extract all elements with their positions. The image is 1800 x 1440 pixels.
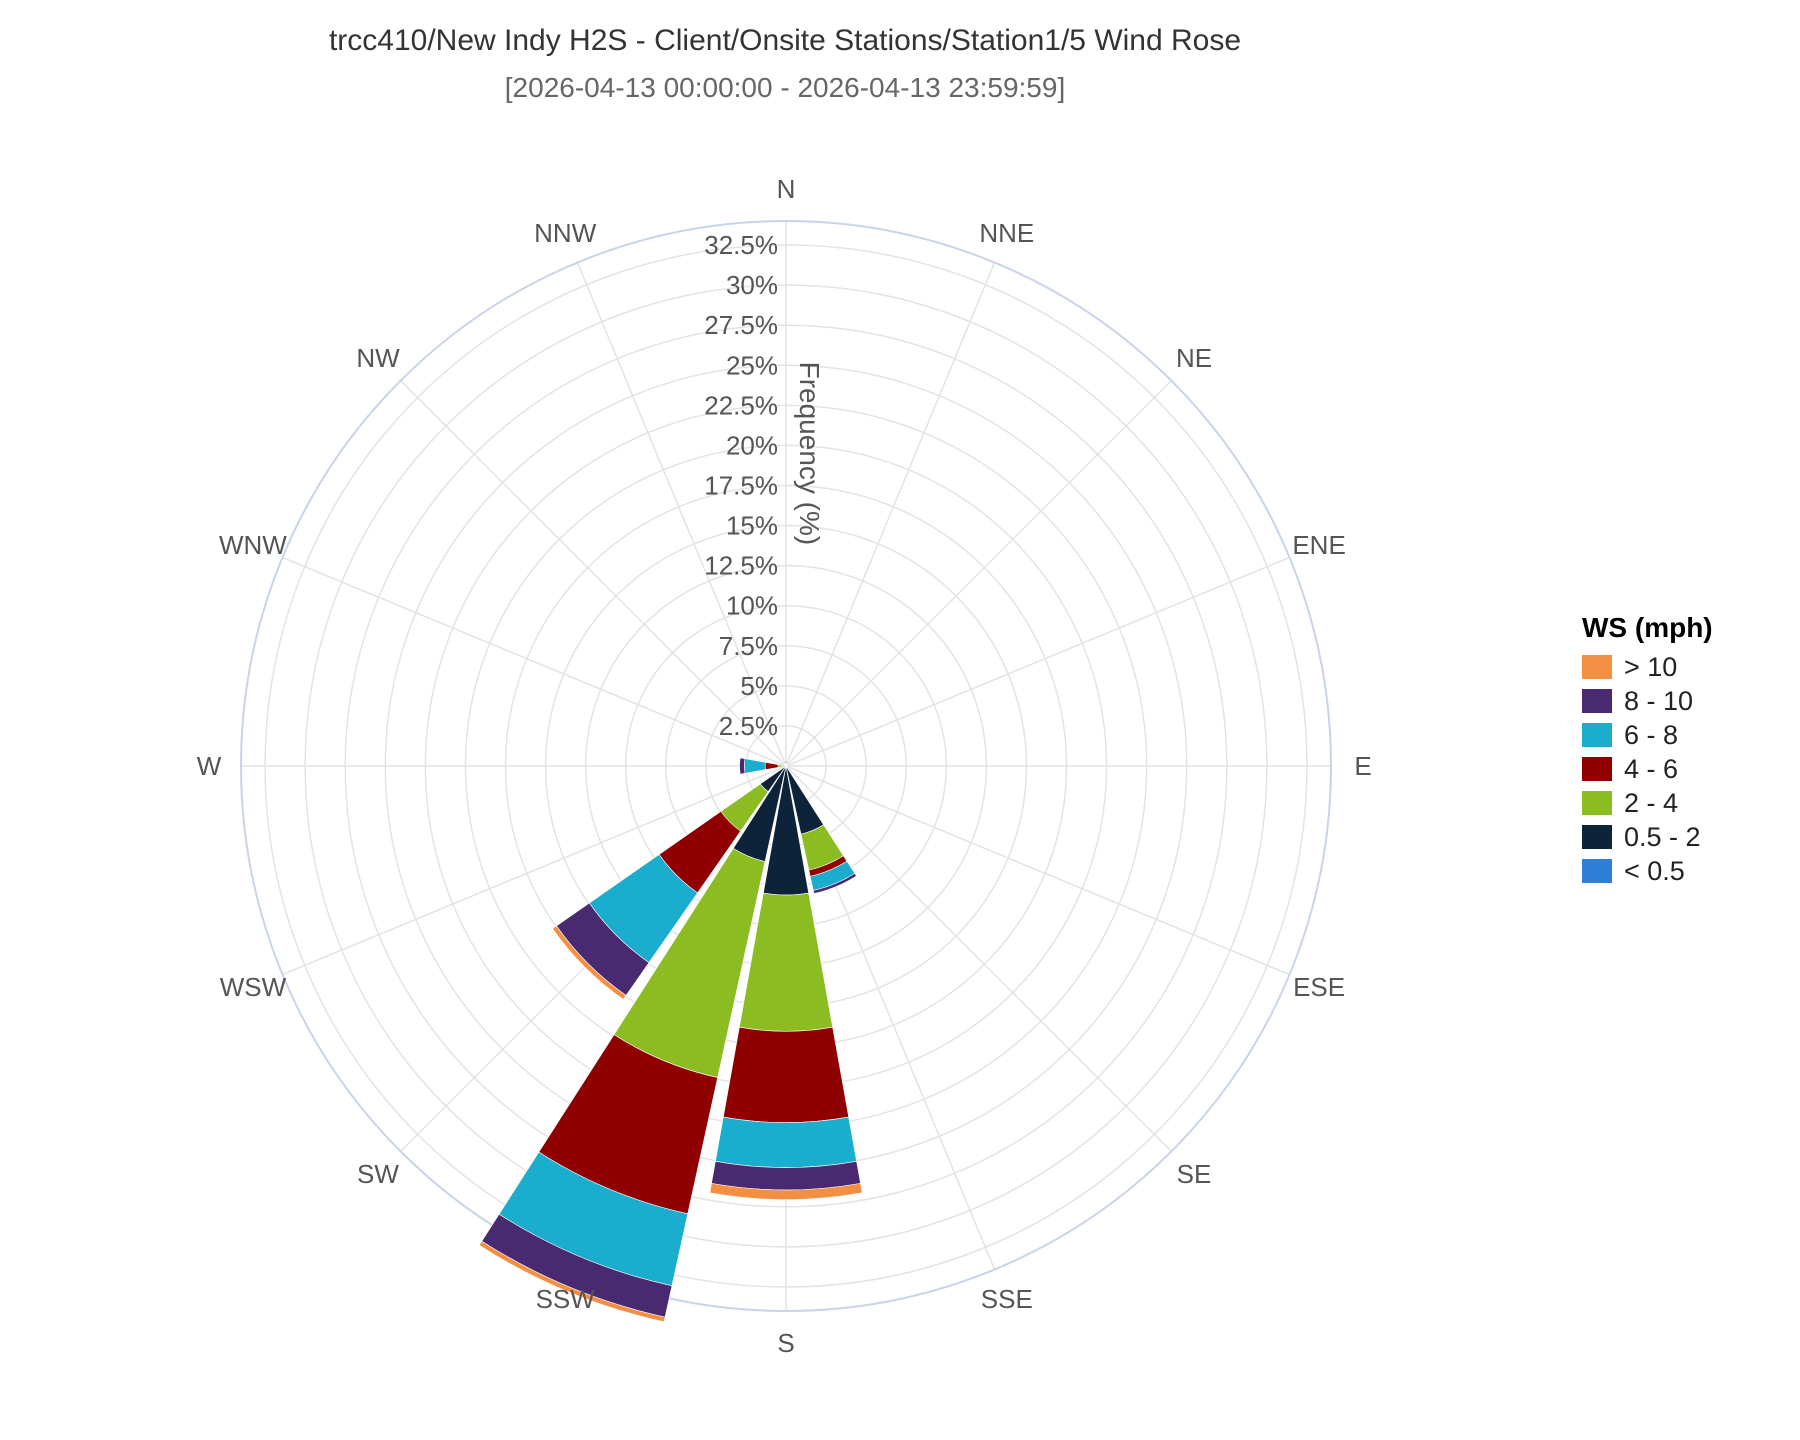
radial-tick-label: 17.5% [704, 470, 778, 500]
angular-gridline [400, 380, 787, 767]
direction-label: NNE [979, 218, 1034, 248]
bar-w-series-3 [764, 761, 779, 771]
legend-swatch [1582, 689, 1612, 713]
direction-label: WNW [219, 530, 287, 560]
bar-nnw-series-1 [784, 763, 787, 766]
legend-label: 2 - 4 [1624, 787, 1679, 818]
bar-s-series-6 [709, 1183, 863, 1200]
wind-rose-plot: N NNE NE ENE E ESE SE SSE S SSW SW WSW W WNW NW NNW 2.5%… [197, 174, 1372, 1358]
direction-label: NNW [534, 218, 597, 248]
radial-tick-label: 15% [726, 511, 778, 541]
chart-title: trcc410/New Indy H2S - Client/Onsite Sta… [328, 24, 1242, 57]
radial-tick-label: 10% [726, 591, 778, 621]
bar-w-series-5 [739, 757, 746, 775]
radial-axis-title: Frequency (%) [794, 362, 825, 546]
legend-label: 6 - 8 [1624, 719, 1679, 750]
legend-entry[interactable]: 6 - 8 [1582, 718, 1713, 752]
angular-gridline [785, 556, 1290, 767]
angular-gridline [785, 765, 1290, 976]
polar-labels: N NNE NE ENE E ESE SE SSE S SSW SW WSW W WNW NW NNW 2.5%… [197, 174, 1372, 1358]
legend-entry[interactable]: 4 - 6 [1582, 752, 1713, 786]
legend-entry[interactable]: < 0.5 [1582, 854, 1713, 888]
legend-swatch [1582, 757, 1612, 781]
legend-label: > 10 [1624, 651, 1678, 682]
direction-label: NE [1176, 343, 1212, 373]
radial-tick-label: 32.5% [704, 230, 778, 260]
legend-label: < 0.5 [1624, 855, 1685, 886]
legend-entry[interactable]: 8 - 10 [1582, 684, 1713, 718]
direction-label: WSW [220, 972, 287, 1002]
bar-sw-series-6 [552, 925, 627, 1000]
legend-swatch [1582, 825, 1612, 849]
direction-label: SE [1177, 1159, 1212, 1189]
legend-swatch [1582, 791, 1612, 815]
legend-title: WS (mph) [1582, 612, 1713, 643]
legend-swatch [1582, 723, 1612, 747]
legend-swatch [1582, 859, 1612, 883]
direction-label: W [197, 751, 222, 781]
angular-gridline [785, 765, 1172, 1152]
bar-w-series-2 [777, 764, 784, 768]
radial-tick-label: 7.5% [719, 631, 778, 661]
bar-n-series-1 [784, 760, 788, 764]
bar-sse-series-5 [812, 872, 857, 894]
angular-gridline [282, 556, 787, 767]
radial-tick-label: 12.5% [704, 551, 778, 581]
radial-tick-label: 22.5% [704, 390, 778, 420]
radial-tick-label: 5% [740, 671, 778, 701]
angular-gridline [785, 262, 996, 767]
chart-subtitle: [2026-04-13 00:00:00 - 2026-04-13 23:59:… [504, 72, 1066, 103]
outer-boundary [240, 220, 1332, 1312]
angular-gridline [785, 380, 1172, 767]
radial-tick-label: 30% [726, 270, 778, 300]
legend-entry[interactable]: > 10 [1582, 650, 1713, 684]
legend-entry[interactable]: 2 - 4 [1582, 786, 1713, 820]
legend-swatch [1582, 655, 1612, 679]
direction-label: E [1354, 751, 1371, 781]
direction-label: SSW [536, 1284, 596, 1314]
radial-tick-label: 27.5% [704, 310, 778, 340]
wind-rose-bars [478, 757, 863, 1323]
direction-label: S [777, 1328, 794, 1358]
bar-s-series-4 [715, 1116, 857, 1168]
angular-gridline [282, 765, 787, 976]
legend-entry[interactable]: 0.5 - 2 [1582, 820, 1713, 854]
bar-ssw-series-6 [478, 1240, 666, 1323]
direction-label: N [777, 174, 796, 204]
bar-w-series-4 [744, 758, 766, 774]
legend-label: 4 - 6 [1624, 753, 1679, 784]
direction-label: ENE [1292, 530, 1345, 560]
direction-label: SSE [981, 1284, 1033, 1314]
legend-label: 0.5 - 2 [1624, 821, 1701, 852]
radial-tick-label: 25% [726, 350, 778, 380]
legend-label: 8 - 10 [1624, 685, 1694, 716]
angular-gridline [576, 262, 787, 767]
radial-tick-label: 2.5% [719, 711, 778, 741]
direction-label: ESE [1293, 972, 1345, 1002]
direction-label: NW [356, 343, 400, 373]
bar-s-series-3 [722, 1026, 850, 1123]
direction-label: SW [357, 1159, 399, 1189]
radial-tick-label: 20% [726, 430, 778, 460]
